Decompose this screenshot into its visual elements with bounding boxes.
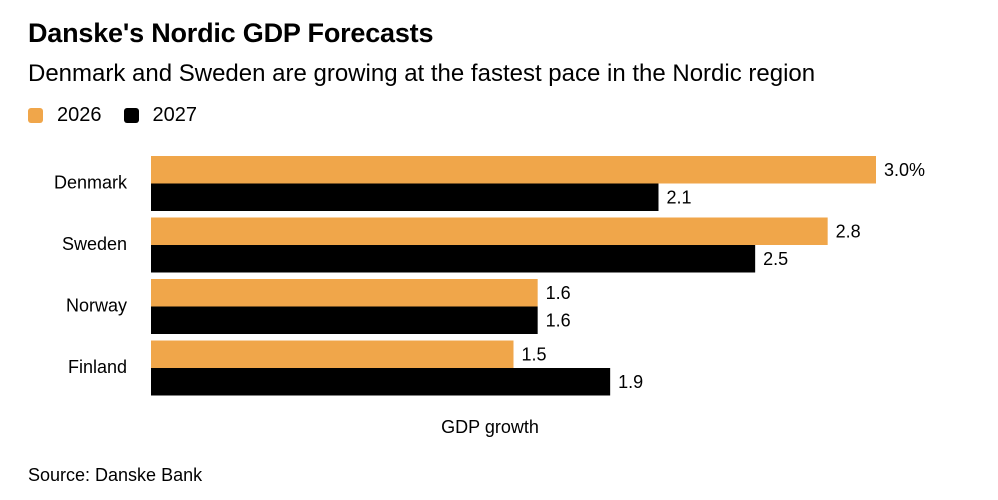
data-label: 2.5: [763, 249, 788, 269]
data-label: 2.8: [836, 221, 861, 241]
chart-title: Danske's Nordic GDP Forecasts: [28, 18, 434, 48]
legend-swatch-2026: [28, 108, 43, 123]
data-label: 1.6: [546, 310, 571, 330]
legend: 2026 2027: [28, 104, 219, 127]
data-label: 1.6: [546, 283, 571, 303]
bar-denmark-2026: [151, 156, 876, 184]
bar-group-sweden: Sweden 2.8 2.5: [62, 217, 861, 273]
legend-item-2027: 2027: [123, 104, 198, 127]
category-label: Sweden: [62, 234, 127, 254]
bar-norway-2027: [151, 306, 538, 334]
legend-item-2026: 2026: [28, 104, 102, 127]
category-label: Denmark: [54, 173, 128, 193]
chart-subtitle: Denmark and Sweden are growing at the fa…: [28, 60, 816, 87]
bar-norway-2026: [151, 279, 538, 307]
bar-sweden-2026: [151, 217, 828, 245]
bar-sweden-2027: [151, 245, 756, 273]
legend-label-2026: 2026: [57, 104, 102, 126]
category-label: Norway: [66, 296, 127, 316]
bar-group-finland: Finland 1.5 1.9: [68, 340, 643, 396]
bar-denmark-2027: [151, 183, 659, 211]
data-label: 2.1: [667, 187, 692, 207]
bar-finland-2027: [151, 368, 611, 396]
data-label: 1.9: [618, 372, 643, 392]
bar-finland-2026: [151, 340, 514, 368]
legend-swatch-2027: [123, 108, 139, 123]
category-label: Finland: [68, 357, 127, 377]
data-label: 1.5: [522, 344, 547, 364]
bar-group-denmark: Denmark 3.0% 2.1: [54, 156, 925, 211]
legend-label-2027: 2027: [152, 104, 198, 126]
bar-group-norway: Norway 1.6 1.6: [66, 279, 571, 334]
source-note: Source: Danske Bank: [28, 465, 203, 485]
data-label: 3.0%: [884, 160, 925, 180]
x-axis-label: GDP growth: [441, 417, 539, 437]
